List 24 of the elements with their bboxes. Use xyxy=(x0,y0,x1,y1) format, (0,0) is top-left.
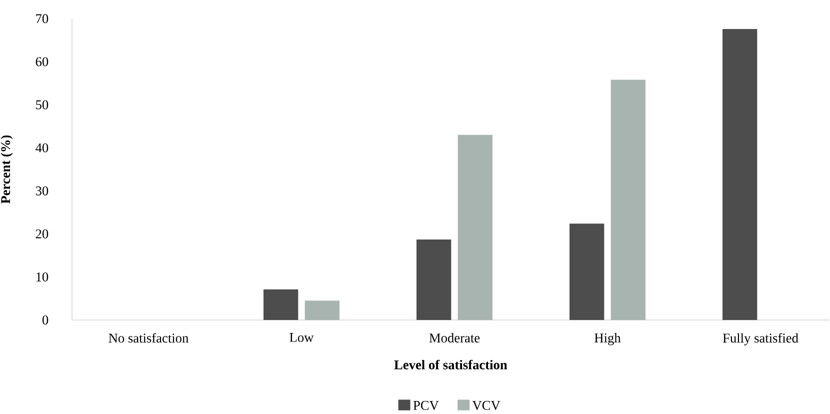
bar xyxy=(416,240,452,320)
y-tick-label: 50 xyxy=(36,100,48,110)
x-tick-label: Low xyxy=(290,333,314,342)
legend-label: PCV xyxy=(413,400,439,410)
x-axis-title: Level of satisfaction xyxy=(394,360,508,370)
bar xyxy=(304,300,340,320)
x-tick-label: No satisfaction xyxy=(108,333,188,343)
x-tick-label: Fully satisfied xyxy=(722,333,798,346)
y-tick-label: 60 xyxy=(36,57,48,66)
bar xyxy=(458,134,492,320)
y-axis-title: Percent (%) xyxy=(0,135,13,204)
x-tick-label: High xyxy=(594,333,621,346)
legend-label: VCV xyxy=(472,400,500,410)
y-tick-label: 20 xyxy=(36,229,48,238)
bar xyxy=(610,80,646,320)
bar xyxy=(722,29,758,320)
y-tick-label: 70 xyxy=(36,14,48,24)
x-tick-label: Moderate xyxy=(429,333,480,342)
y-tick-label: 0 xyxy=(42,316,48,324)
y-tick-label: 40 xyxy=(36,143,48,152)
y-tick-label: 30 xyxy=(36,186,48,196)
y-tick-label: 10 xyxy=(36,272,48,282)
bar xyxy=(264,289,298,320)
bar xyxy=(570,224,604,320)
